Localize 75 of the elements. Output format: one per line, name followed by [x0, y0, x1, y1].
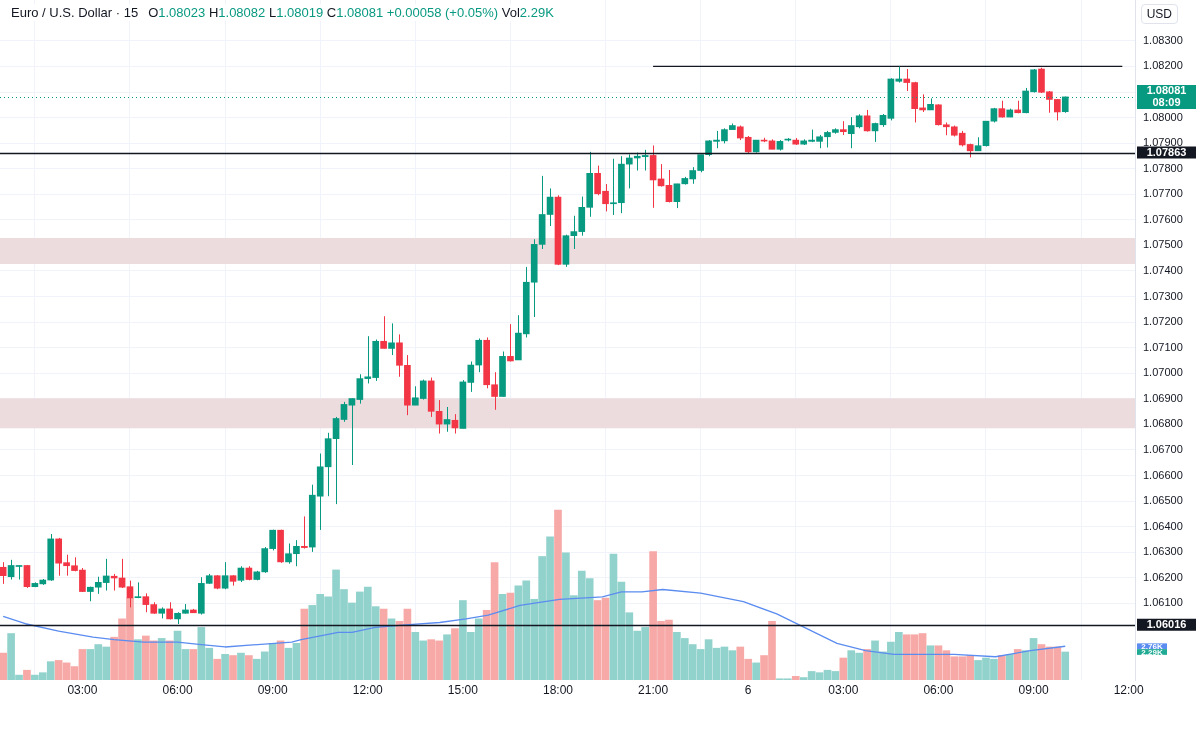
- x-tick-label: 03:00: [828, 682, 859, 697]
- candlestick: [982, 120, 990, 147]
- x-tick-label: 03:00: [67, 682, 98, 697]
- bar: [839, 657, 848, 680]
- bar: [229, 655, 237, 680]
- y-tick-label: 1.06500: [1143, 494, 1183, 507]
- y-tick-label: 1.07000: [1143, 366, 1183, 379]
- bar: [443, 634, 451, 680]
- y-tick-label: 1.06300: [1143, 545, 1183, 558]
- bar: [1061, 651, 1070, 680]
- x-tick-label: 21:00: [638, 682, 669, 697]
- bar: [451, 628, 459, 680]
- x-tick-label: 12:00: [1113, 682, 1144, 697]
- bar: [752, 662, 760, 680]
- bar: [221, 653, 229, 680]
- y-tick-label: 1.07400: [1143, 264, 1183, 277]
- bar: [0, 652, 7, 680]
- bar: [791, 676, 800, 680]
- x-tick-label: 09:00: [257, 682, 288, 697]
- y-tick-label: 1.06600: [1143, 468, 1183, 481]
- bar: [1013, 649, 1022, 680]
- y-tick-label: 1.06400: [1143, 519, 1183, 532]
- bar: [189, 649, 198, 680]
- candlestick: [301, 515, 308, 550]
- bar: [157, 638, 166, 680]
- candlestick: [388, 322, 395, 356]
- y-tick-label: 1.08300: [1143, 33, 1183, 46]
- bar: [23, 669, 31, 680]
- bar: [1005, 653, 1014, 680]
- text: USD: [1140, 4, 1178, 24]
- y-tick-label: 1.07800: [1143, 161, 1183, 174]
- candlestick: [158, 606, 166, 619]
- ref-line-label: 1.08081 08:09: [1146, 84, 1187, 109]
- y-tick-label: 1.07200: [1143, 315, 1183, 328]
- y-tick-label: 1.08200: [1143, 59, 1183, 72]
- y-tick-label: 1.07500: [1143, 238, 1183, 251]
- x-tick-label: 18:00: [542, 682, 574, 697]
- candlestick: [792, 137, 800, 146]
- y-tick-label: 1.07700: [1143, 187, 1183, 200]
- y-tick-label: 1.07100: [1143, 340, 1183, 353]
- candlestick: [213, 574, 221, 590]
- bar: [245, 655, 253, 680]
- bar: [134, 639, 142, 680]
- x-tick-label: 6: [744, 682, 752, 697]
- x-tick-label: 06:00: [162, 682, 193, 697]
- y-tick-label: 1.06100: [1143, 596, 1183, 609]
- candlestick: [380, 315, 387, 349]
- text: O1.08023 H1.08082 L1.08019 C1.08081 +0.00058 (+0.05%) Vol2.29K: [148, 5, 554, 20]
- x-tick-label: 09:00: [1018, 682, 1049, 697]
- y2-tick-label: 2.76K: [1141, 641, 1163, 651]
- y-tick-label: 1.06200: [1143, 570, 1183, 583]
- y-tick-label: 1.08000: [1143, 110, 1183, 123]
- candlestick: [839, 120, 847, 136]
- chart-title: Euro / U.S. Dollar · 15: [11, 5, 139, 20]
- x-tick-label: 06:00: [923, 682, 954, 697]
- x-tick-label: 15:00: [447, 682, 479, 697]
- ref-line-label: 1.06016: [1146, 618, 1187, 631]
- bar: [926, 645, 935, 680]
- bar: [554, 509, 562, 680]
- candlestick: [134, 581, 142, 599]
- x-tick-label: 12:00: [352, 682, 384, 697]
- y-tick-label: 1.07900: [1143, 136, 1183, 149]
- y-tick-label: 1.06700: [1143, 442, 1183, 455]
- candlestick: [0, 561, 7, 585]
- bar: [863, 649, 871, 680]
- bar: [237, 652, 245, 680]
- bar: [998, 655, 1006, 680]
- bar: [213, 658, 221, 680]
- candlestick: [499, 351, 506, 397]
- y-tick-label: 1.06900: [1143, 391, 1183, 404]
- ref-line-label: 1.07863: [1146, 146, 1187, 159]
- y-tick-label: 1.06800: [1143, 417, 1183, 430]
- y-tick-label: 1.07600: [1143, 212, 1183, 225]
- candlestick: [15, 564, 23, 581]
- y-tick-label: 1.07300: [1143, 289, 1183, 302]
